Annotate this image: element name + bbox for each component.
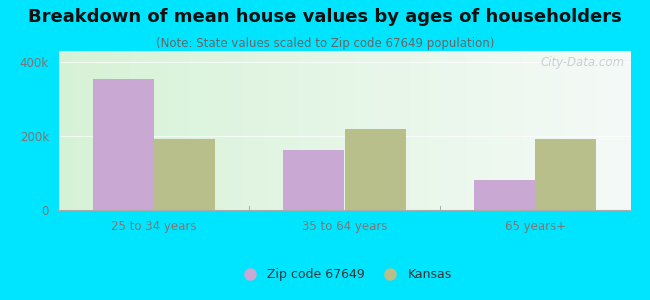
Bar <box>535 139 596 210</box>
Bar <box>474 180 535 210</box>
Legend: Zip code 67649, Kansas: Zip code 67649, Kansas <box>232 263 457 286</box>
Bar <box>154 139 215 210</box>
Bar <box>344 129 406 210</box>
Bar <box>93 79 154 210</box>
Bar <box>283 150 344 210</box>
Text: (Note: State values scaled to Zip code 67649 population): (Note: State values scaled to Zip code 6… <box>156 38 494 50</box>
Text: City-Data.com: City-Data.com <box>541 56 625 69</box>
Text: Breakdown of mean house values by ages of householders: Breakdown of mean house values by ages o… <box>28 8 622 26</box>
